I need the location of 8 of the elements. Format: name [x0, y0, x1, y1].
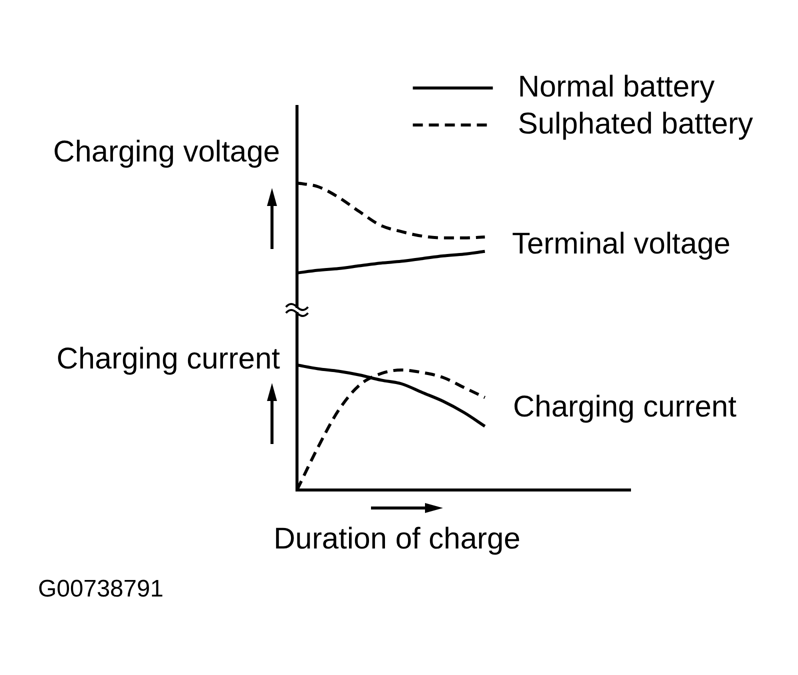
x-axis-title: Duration of charge [274, 522, 520, 556]
annotation: Terminal voltage [512, 227, 730, 260]
y-axis-title: Charging voltage [53, 135, 280, 168]
y-axis-title: Charging current [56, 342, 281, 376]
text: G00738791 [38, 576, 164, 603]
legend-label: Sulphated battery [518, 107, 754, 140]
legend-label: Normal battery [518, 70, 715, 104]
annotation: Charging current [513, 390, 738, 424]
